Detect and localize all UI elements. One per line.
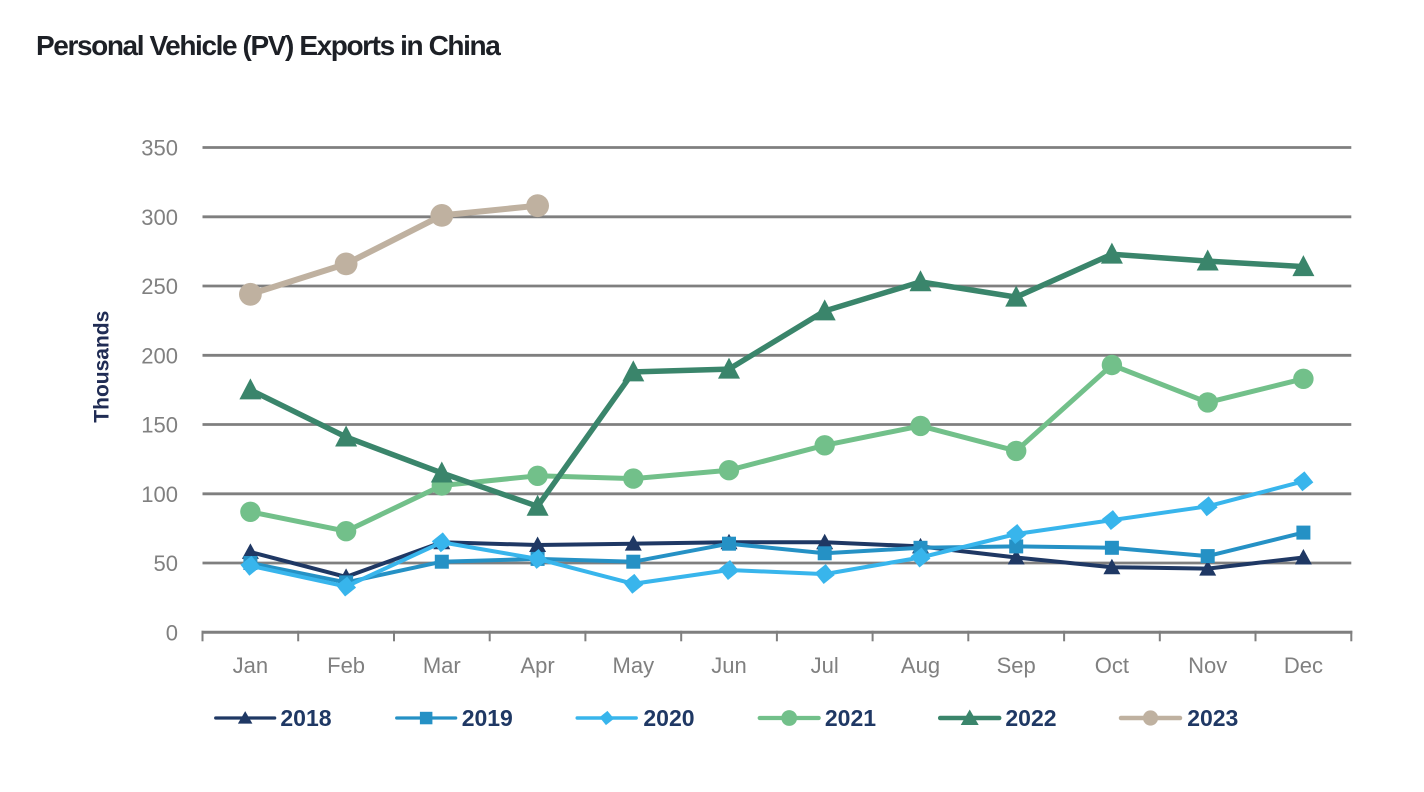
svg-text:200: 200 [141, 343, 178, 368]
svg-text:2020: 2020 [643, 705, 694, 731]
svg-text:Nov: Nov [1188, 653, 1227, 678]
svg-text:2022: 2022 [1005, 705, 1056, 731]
svg-text:May: May [613, 653, 655, 678]
svg-text:2021: 2021 [825, 705, 876, 731]
svg-text:Sep: Sep [997, 653, 1036, 678]
svg-text:2018: 2018 [280, 705, 331, 731]
svg-text:Mar: Mar [423, 653, 461, 678]
svg-text:Dec: Dec [1284, 653, 1323, 678]
svg-text:350: 350 [141, 136, 178, 161]
svg-text:50: 50 [154, 551, 178, 576]
svg-text:250: 250 [141, 274, 178, 299]
svg-text:Feb: Feb [327, 653, 365, 678]
svg-text:300: 300 [141, 205, 178, 230]
svg-text:Apr: Apr [520, 653, 554, 678]
svg-text:0: 0 [166, 620, 178, 645]
svg-text:Jun: Jun [711, 653, 746, 678]
svg-text:Thousands: Thousands [90, 311, 113, 423]
svg-text:Oct: Oct [1095, 653, 1129, 678]
svg-text:Jul: Jul [811, 653, 839, 678]
svg-text:100: 100 [141, 482, 178, 507]
svg-text:Jan: Jan [233, 653, 268, 678]
svg-text:2019: 2019 [462, 705, 513, 731]
svg-text:2023: 2023 [1187, 705, 1238, 731]
svg-text:Aug: Aug [901, 653, 940, 678]
svg-text:150: 150 [141, 413, 178, 438]
